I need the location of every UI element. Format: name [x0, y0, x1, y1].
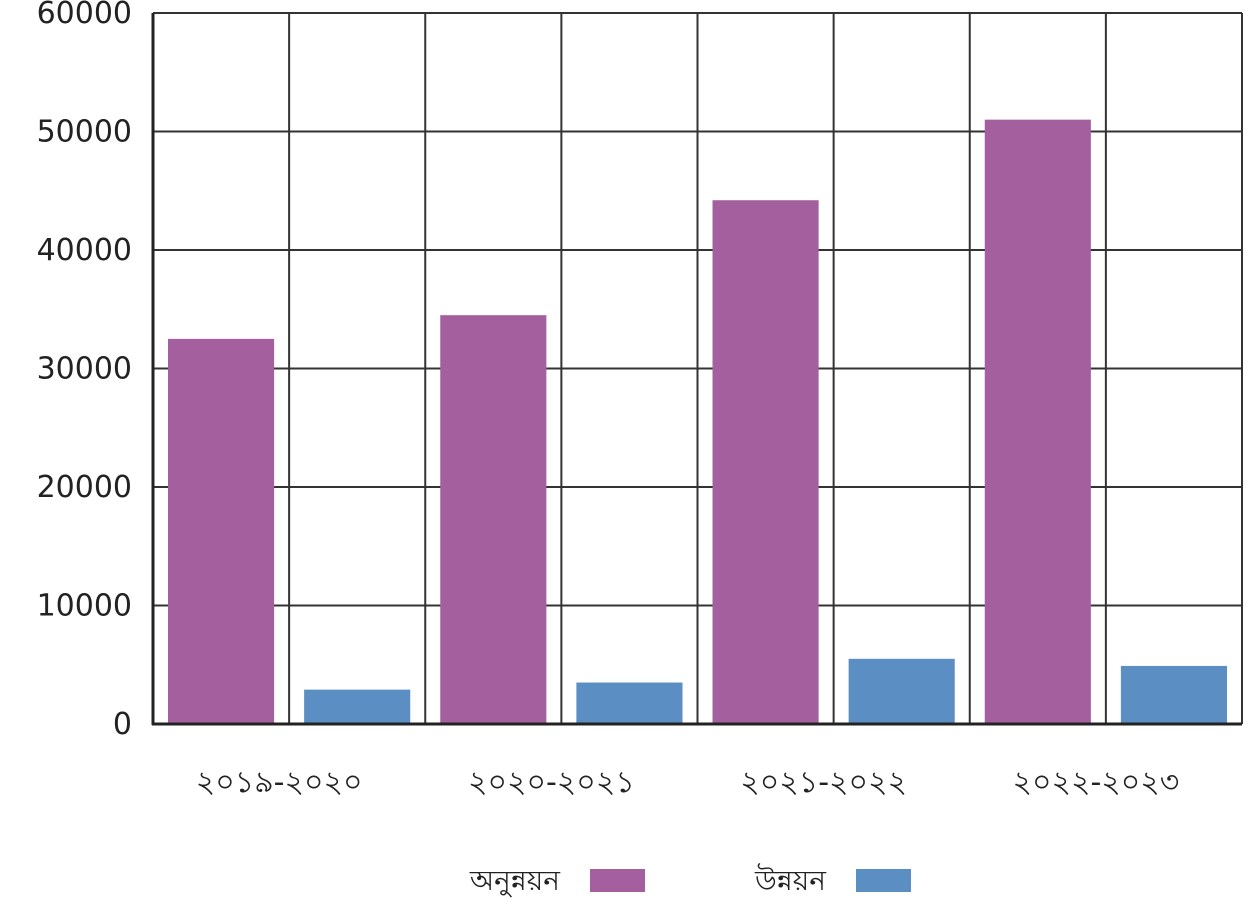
y-tick-label: 20000: [37, 470, 132, 505]
x-category-label: ২০২০-২০২১: [468, 765, 635, 800]
x-category-label: ২০১৯-২০২০: [196, 765, 363, 800]
bars: [168, 119, 1227, 725]
x-category-labels: ২০১৯-২০২০ ২০২০-২০২১ ২০২১-২০২২ ২০২২-২০২৩: [196, 765, 1180, 800]
bar-series-1: [168, 338, 275, 724]
bar-series-2: [848, 658, 955, 724]
y-tick-label: 10000: [37, 589, 132, 624]
legend-swatch: [590, 869, 645, 892]
bar-series-2: [304, 689, 411, 724]
y-tick-label: 30000: [37, 352, 132, 387]
bar-series-1: [712, 200, 819, 725]
legend-label: অনুন্নয়ন: [469, 864, 561, 897]
x-category-label: ২০২২-২০২৩: [1012, 765, 1179, 800]
bar-series-1: [984, 119, 1091, 724]
y-tick-label: 50000: [37, 115, 132, 150]
legend-label: উন্নয়ন: [754, 863, 827, 897]
y-tick-label: 40000: [37, 233, 132, 268]
x-category-label: ২০২১-২০২২: [740, 765, 907, 800]
y-tick-label: 0: [113, 707, 132, 742]
bar-series-1: [440, 315, 547, 724]
legend-swatch: [856, 869, 911, 892]
grid-lines: [152, 12, 1243, 725]
y-tick-label: 60000: [37, 0, 132, 31]
axes: [151, 13, 1242, 726]
bar-series-2: [576, 682, 683, 724]
legend: অনুন্নয়ন উন্নয়ন: [469, 863, 911, 897]
y-tick-labels: 0 10000 20000 30000 40000 50000 60000: [37, 0, 132, 742]
bar-series-2: [1120, 665, 1227, 724]
